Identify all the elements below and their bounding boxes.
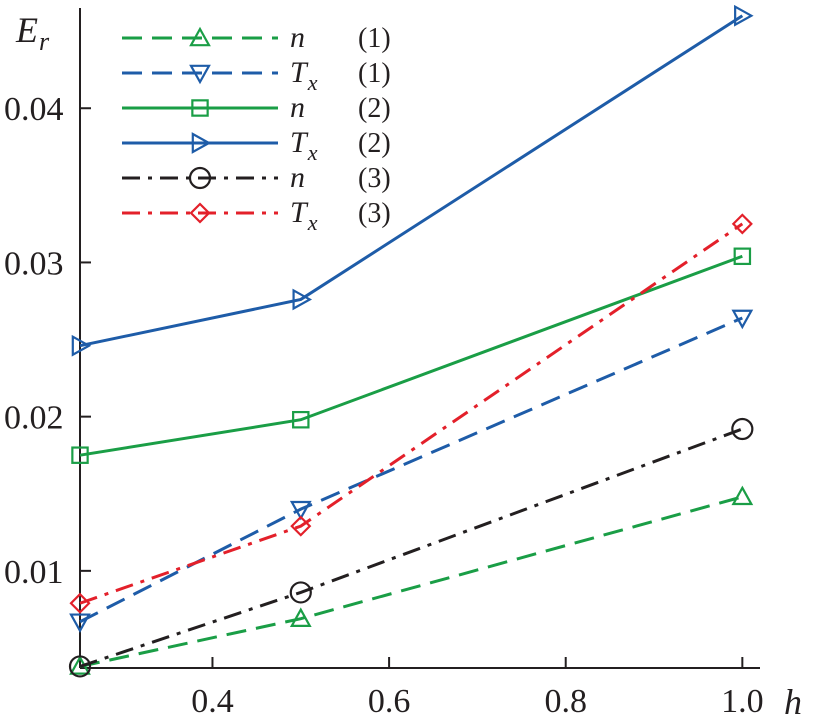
series-5 <box>68 417 754 678</box>
legend-entry: Tx (1) <box>122 56 391 95</box>
data-point <box>731 213 753 235</box>
series-layer <box>68 4 754 678</box>
legend-marker <box>188 166 212 190</box>
legend-entry: n (2) <box>122 91 391 124</box>
axes <box>79 8 760 669</box>
series-line <box>79 254 743 457</box>
series-2 <box>69 309 754 634</box>
data-point <box>69 592 91 614</box>
data-point <box>289 581 312 604</box>
legend-entry: Tx (2) <box>122 126 391 165</box>
legend-label: n <box>290 161 305 194</box>
ticks: 0.4 0.6 0.8 1.0 0.01 0.02 0.03 0.04 <box>4 91 764 720</box>
legend-group-label: (2) <box>358 93 391 124</box>
legend-label: Tx <box>290 196 318 235</box>
data-point <box>292 410 310 429</box>
data-point <box>292 288 313 311</box>
legend-group-label: (3) <box>358 163 391 194</box>
legend-label: Tx <box>290 126 318 165</box>
series-6 <box>69 213 753 614</box>
legend-label: n <box>290 91 305 124</box>
data-point <box>733 247 752 266</box>
series-line <box>79 222 744 605</box>
legend-group-label: (1) <box>358 23 391 54</box>
series-3 <box>71 247 752 464</box>
x-tick-label: 0.6 <box>368 683 411 720</box>
axis-labels: Er h <box>15 10 802 722</box>
legend-group-label: (1) <box>358 58 391 89</box>
data-point <box>290 515 312 537</box>
series-line <box>79 427 743 668</box>
legend: n (1) Tx (1) n (2) Tx (2) n (3) Tx (3) <box>122 21 391 235</box>
series-1 <box>69 485 754 675</box>
legend-entry: n (3) <box>122 161 391 194</box>
data-point <box>69 613 91 634</box>
x-tick-label: 0.8 <box>544 683 587 720</box>
x-tick-label: 0.4 <box>191 683 234 720</box>
series-line <box>79 495 743 668</box>
data-point <box>734 4 754 27</box>
legend-entry: Tx (3) <box>122 196 391 235</box>
y-tick-label: 0.03 <box>4 245 64 282</box>
series-4 <box>71 4 754 357</box>
y-tick-label: 0.02 <box>4 400 64 437</box>
data-point <box>731 417 754 441</box>
data-point <box>289 500 312 521</box>
data-point <box>731 309 754 330</box>
y-tick-label: 0.01 <box>4 554 64 591</box>
y-axis-title: Er <box>15 10 50 56</box>
legend-label: n <box>290 21 305 54</box>
series-line <box>79 14 744 348</box>
legend-marker <box>191 132 212 154</box>
legend-marker <box>189 64 211 85</box>
legend-label: Tx <box>290 56 318 95</box>
x-axis-title: h <box>784 682 802 722</box>
y-tick-label: 0.04 <box>4 91 64 128</box>
data-point <box>68 655 92 678</box>
series-line <box>79 316 743 624</box>
data-point <box>71 446 89 464</box>
legend-entry: n (1) <box>122 21 391 54</box>
data-point <box>731 485 754 506</box>
data-point <box>71 334 92 357</box>
data-point <box>289 607 312 627</box>
legend-group-label: (3) <box>358 198 391 229</box>
legend-marker <box>191 99 209 117</box>
x-tick-label: 1.0 <box>721 683 764 720</box>
legend-marker <box>189 202 211 224</box>
legend-group-label: (2) <box>358 128 391 159</box>
legend-marker <box>189 26 211 47</box>
